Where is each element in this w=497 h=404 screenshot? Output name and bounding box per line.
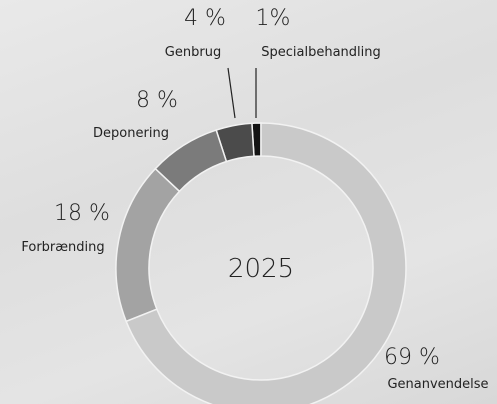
center-label: 2025 — [228, 254, 294, 284]
donut-slice — [215, 122, 255, 163]
donut-slice — [125, 122, 407, 404]
leader-line — [227, 67, 236, 119]
donut-slice — [154, 129, 228, 193]
category-label: Deponering — [93, 126, 169, 141]
category-label: Specialbehandling — [261, 45, 381, 60]
value-label: 18 % — [54, 201, 110, 226]
value-label: 8 % — [136, 88, 178, 113]
category-label: Genbrug — [165, 45, 221, 60]
donut-slice — [115, 167, 181, 323]
category-label: Forbrænding — [21, 240, 104, 255]
value-label: 1% — [256, 6, 291, 31]
value-label: 4 % — [184, 6, 226, 31]
value-label: 69 % — [384, 345, 440, 370]
category-label: Genanvendelse — [387, 377, 488, 392]
